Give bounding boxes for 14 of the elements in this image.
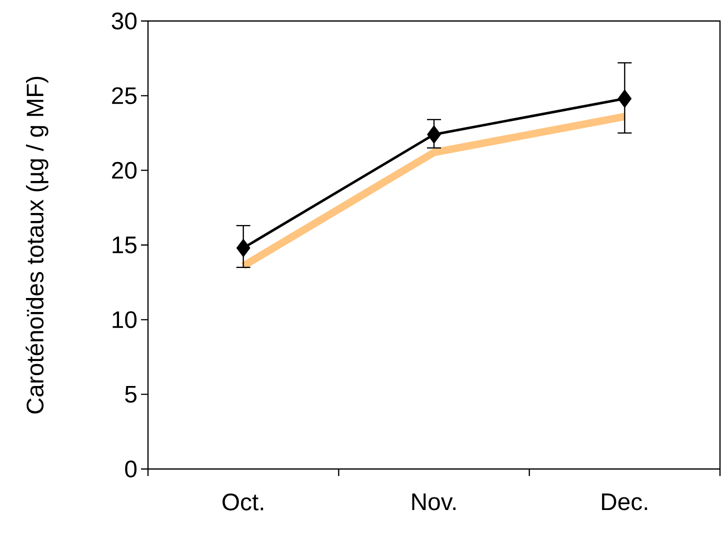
x-tick-label: Dec. xyxy=(602,494,648,510)
y-tick-label: 0 xyxy=(125,460,137,478)
y-tick-label: 20 xyxy=(112,162,137,179)
y-tick-label: 30 xyxy=(112,12,137,30)
point xyxy=(236,238,250,258)
x-tick-label: Nov. xyxy=(412,494,456,510)
y-tick-label: 5 xyxy=(125,386,136,403)
x-tick-label: Oct. xyxy=(222,494,264,510)
y-tick-label: 15 xyxy=(112,236,136,254)
y-tick-label: 10 xyxy=(112,311,137,328)
y-tick-label: 25 xyxy=(112,87,136,104)
y-axis-title: Caroténoïdes totaux (µg / g MF) xyxy=(26,76,48,414)
point xyxy=(427,125,441,144)
point xyxy=(618,89,632,108)
